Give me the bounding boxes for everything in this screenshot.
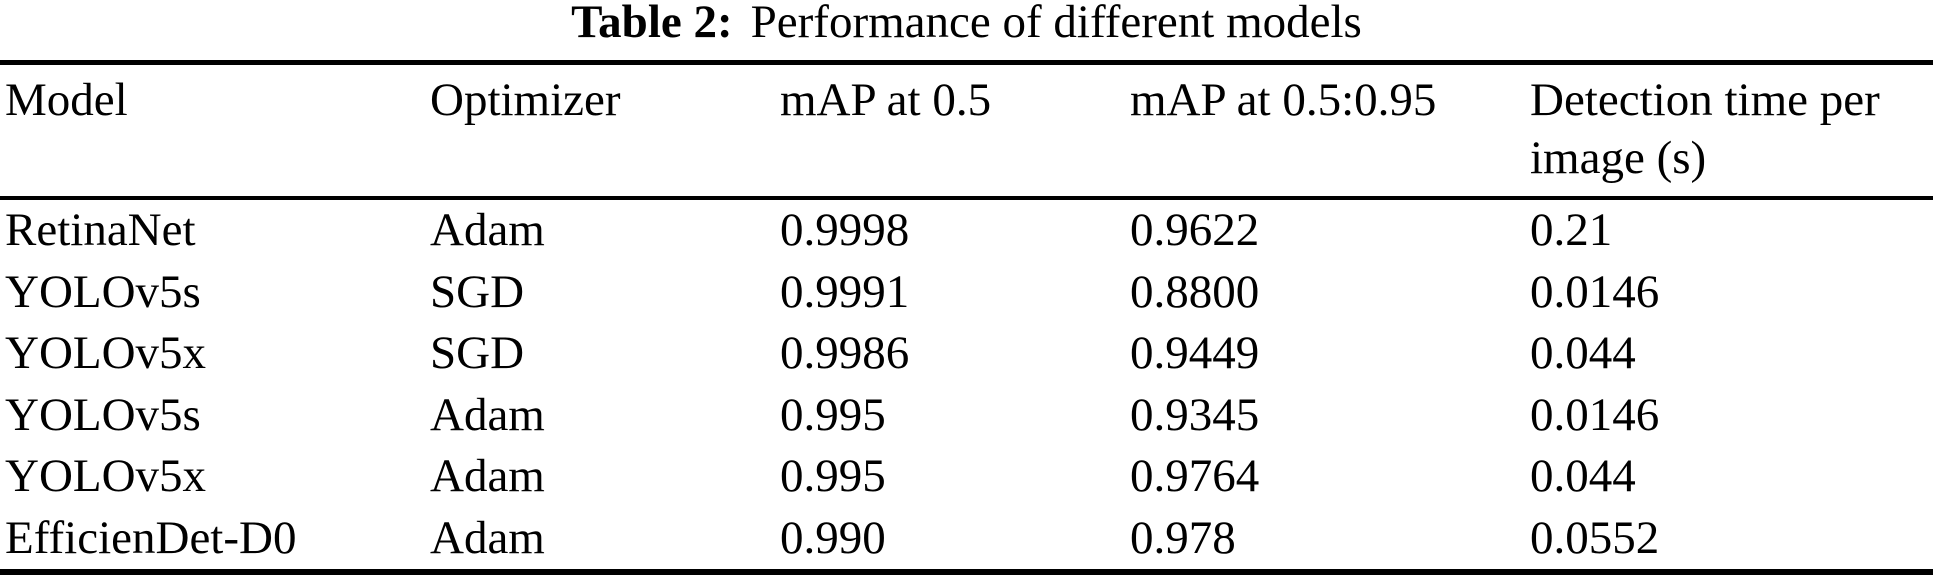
cell-optimizer: Adam (430, 204, 545, 256)
cell-model: YOLOv5s (5, 388, 201, 441)
cell-map-05: 0.9986 (780, 327, 910, 379)
table-row: EfficienDet-D0 Adam 0.990 0.978 0.0552 (0, 508, 1933, 570)
cell-optimizer: SGD (430, 327, 525, 379)
column-header-map-05: mAP at 0.5 (780, 65, 1130, 200)
cell-detection-time: 0.0146 (1530, 388, 1660, 441)
cell-optimizer: Adam (430, 511, 545, 564)
column-header-detection-time: Detection time per image (s) (1530, 65, 1933, 200)
cell-map-05-095: 0.9449 (1130, 327, 1260, 379)
table-rules-frame: Model Optimizer mAP at 0.5 mAP at 0.5:0.… (0, 60, 1933, 575)
cell-map-05-095: 0.8800 (1130, 265, 1260, 318)
cell-map-05-095: 0.978 (1130, 511, 1236, 564)
cell-detection-time: 0.0146 (1530, 265, 1660, 318)
cell-detection-time: 0.044 (1530, 450, 1636, 502)
cell-map-05: 0.995 (780, 388, 886, 441)
cell-model: EfficienDet-D0 (5, 511, 297, 564)
table-caption: Table 2: Performance of different models (0, 0, 1933, 60)
table-row: YOLOv5s SGD 0.9991 0.8800 0.0146 (0, 262, 1933, 324)
performance-table: Model Optimizer mAP at 0.5 mAP at 0.5:0.… (0, 65, 1933, 569)
cell-detection-time: 0.0552 (1530, 511, 1660, 564)
cell-map-05-095: 0.9345 (1130, 388, 1260, 441)
cell-map-05: 0.995 (780, 450, 886, 502)
cell-model: YOLOv5x (5, 450, 207, 502)
cell-map-05: 0.9991 (780, 265, 910, 318)
column-header-map-05-095: mAP at 0.5:0.95 (1130, 65, 1530, 200)
cell-model: YOLOv5s (5, 265, 201, 318)
column-header-detection-time-line1: Detection time per (1530, 74, 1880, 126)
caption-label: Table 2: (571, 0, 733, 48)
table-body: RetinaNet Adam 0.9998 0.9622 0.21 YOLOv5… (0, 200, 1933, 569)
cell-map-05: 0.990 (780, 511, 886, 564)
cell-optimizer: Adam (430, 388, 545, 441)
table-row: YOLOv5s Adam 0.995 0.9345 0.0146 (0, 385, 1933, 447)
cell-detection-time: 0.044 (1530, 327, 1636, 379)
column-header-model: Model (0, 65, 430, 200)
table-row: YOLOv5x SGD 0.9986 0.9449 0.044 (0, 323, 1933, 385)
cell-optimizer: Adam (430, 450, 545, 502)
cell-map-05-095: 0.9764 (1130, 450, 1260, 502)
cell-map-05: 0.9998 (780, 204, 910, 256)
cell-detection-time: 0.21 (1530, 204, 1613, 256)
table-header: Model Optimizer mAP at 0.5 mAP at 0.5:0.… (0, 65, 1933, 200)
table-row: YOLOv5x Adam 0.995 0.9764 0.044 (0, 446, 1933, 508)
header-row: Model Optimizer mAP at 0.5 mAP at 0.5:0.… (0, 65, 1933, 200)
cell-map-05-095: 0.9622 (1130, 204, 1260, 256)
column-header-detection-time-line2: image (s) (1530, 132, 1707, 184)
cell-optimizer: SGD (430, 265, 525, 318)
cell-model: RetinaNet (5, 204, 196, 256)
table-row: RetinaNet Adam 0.9998 0.9622 0.21 (0, 200, 1933, 262)
caption-text: Performance of different models (750, 0, 1362, 48)
column-header-optimizer: Optimizer (430, 65, 780, 200)
cell-model: YOLOv5x (5, 327, 207, 379)
